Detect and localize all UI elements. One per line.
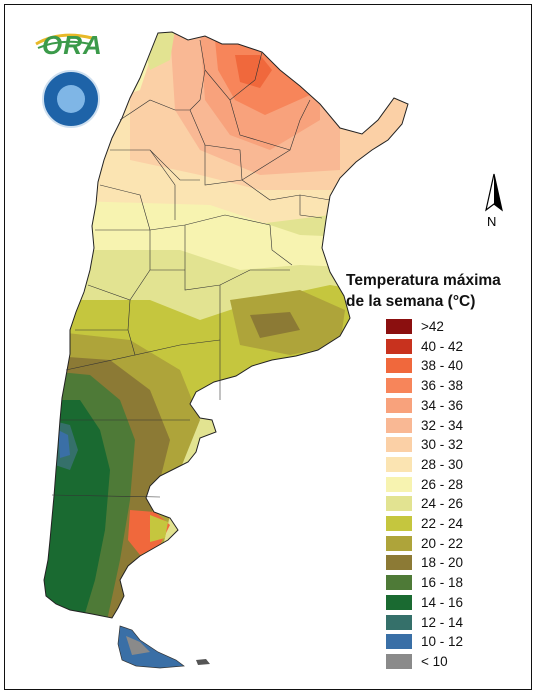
legend-swatch <box>386 378 412 394</box>
legend-label: 10 - 12 <box>421 634 464 650</box>
legend-swatch <box>386 397 412 413</box>
legend-title-line1: Temperatura máxima <box>346 272 501 289</box>
legend-swatch <box>386 535 412 551</box>
legend-item: 14 - 16 <box>386 594 463 611</box>
legend-swatch <box>386 417 412 433</box>
legend-swatch <box>386 358 412 374</box>
legend-label: 12 - 14 <box>421 614 464 630</box>
legend-item: 12 - 14 <box>386 614 463 631</box>
ora-logo-text: ORA <box>42 30 103 60</box>
legend-label: 18 - 20 <box>421 555 464 571</box>
legend-label: 16 - 18 <box>421 575 464 591</box>
legend-label: 34 - 36 <box>421 397 464 413</box>
legend-title-line2: de la semana (°C) <box>346 293 476 310</box>
legend-label: 38 - 40 <box>421 358 464 374</box>
legend-label: 30 - 32 <box>421 437 464 453</box>
legend-swatch <box>386 476 412 492</box>
legend-title: Temperatura máxima de la semana (°C) <box>346 270 536 312</box>
tierra-del-fuego-cold-zone <box>126 636 150 655</box>
legend-swatch <box>386 456 412 472</box>
legend-item: 18 - 20 <box>386 554 463 571</box>
legend-label: 26 - 28 <box>421 476 464 492</box>
legend-swatch <box>386 437 412 453</box>
legend-item: 30 - 32 <box>386 436 463 453</box>
north-label: N <box>487 214 497 229</box>
north-arrow-icon <box>485 173 503 212</box>
legend-label: 40 - 42 <box>421 338 464 354</box>
legend-item: 24 - 26 <box>386 495 463 512</box>
legend-swatch <box>386 614 412 630</box>
legend-label: 36 - 38 <box>421 378 464 394</box>
legend-item: 38 - 40 <box>386 357 463 374</box>
legend-swatch <box>386 653 412 669</box>
legend-label: 20 - 22 <box>421 535 464 551</box>
legend-item: 28 - 30 <box>386 456 463 473</box>
legend-item: 32 - 34 <box>386 417 463 434</box>
legend-label: 22 - 24 <box>421 516 464 531</box>
legend-swatch <box>386 634 412 650</box>
legend-label: 14 - 16 <box>421 594 464 610</box>
legend-item: >42 <box>386 318 444 335</box>
sun-leaf-logo <box>35 33 93 49</box>
legend-swatch <box>386 555 412 571</box>
legend-item: 40 - 42 <box>386 338 463 355</box>
islands <box>196 659 210 665</box>
legend-label: 24 - 26 <box>421 496 464 512</box>
legend-item: 22 - 24 <box>386 515 463 532</box>
legend-item: 34 - 36 <box>386 397 463 414</box>
tierra-del-fuego <box>117 625 185 669</box>
legend-item: 10 - 12 <box>386 633 463 650</box>
legend-swatch <box>386 594 412 610</box>
legend-swatch <box>386 516 412 531</box>
province-borders <box>51 39 331 498</box>
legend-swatch <box>386 319 412 334</box>
legend-label: 32 - 34 <box>421 417 464 433</box>
legend-label: < 10 <box>421 653 448 669</box>
legend-item: 20 - 22 <box>386 535 463 552</box>
legend-item: 26 - 28 <box>386 476 463 493</box>
legend-swatch <box>386 496 412 512</box>
legend-swatch <box>386 575 412 591</box>
smn-seal-center <box>57 85 85 113</box>
legend-label: 28 - 30 <box>421 456 464 472</box>
legend-swatch <box>386 338 412 354</box>
legend-item: < 10 <box>386 653 448 670</box>
legend-item: 16 - 18 <box>386 574 463 591</box>
legend-item: 36 - 38 <box>386 377 463 394</box>
country-outline <box>43 31 409 619</box>
smn-seal-icon <box>42 70 100 128</box>
legend-label: >42 <box>421 319 444 334</box>
